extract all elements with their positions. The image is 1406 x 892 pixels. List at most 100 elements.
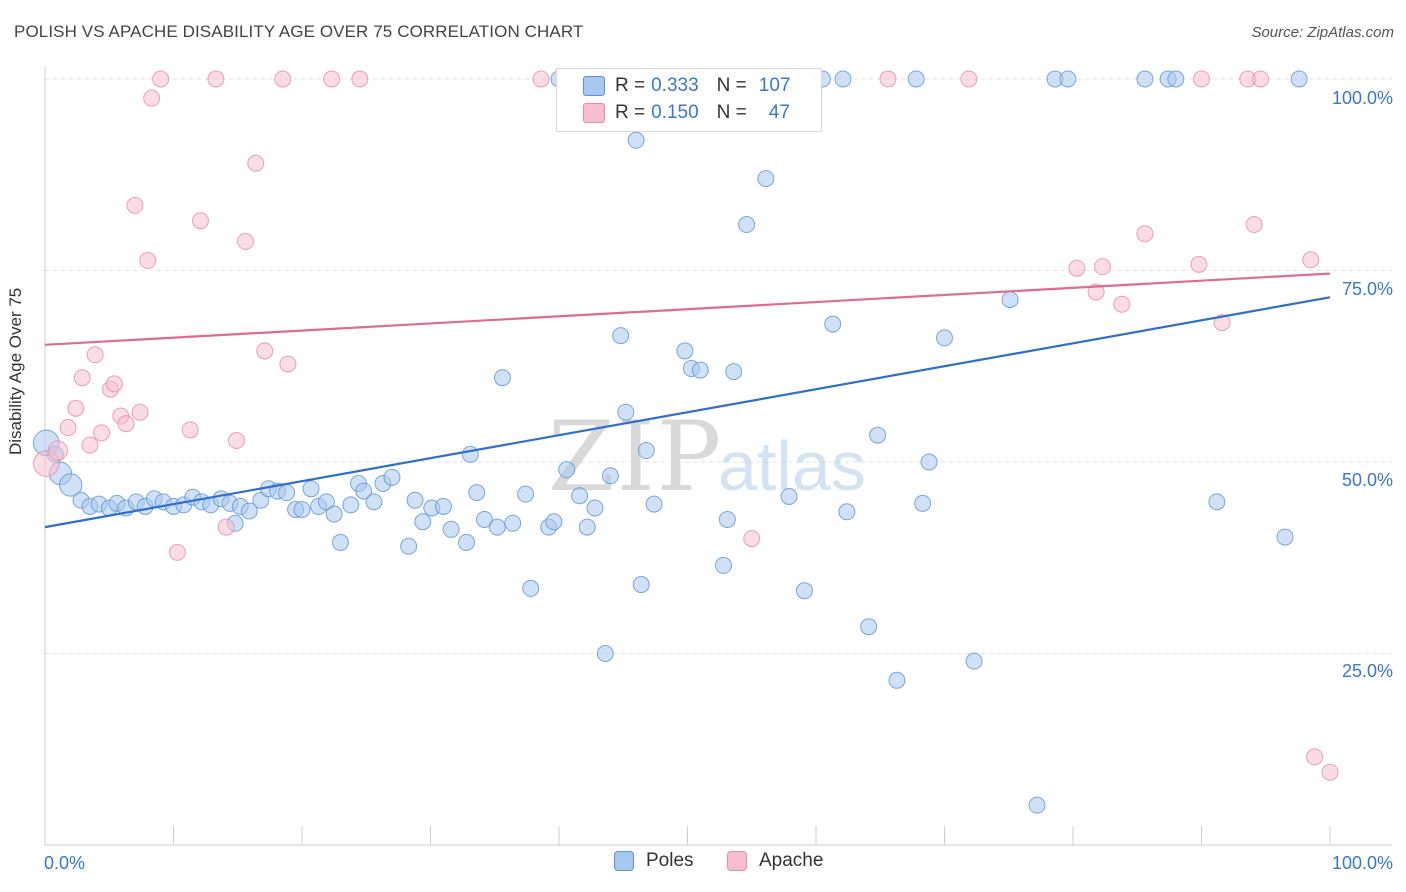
legend-row-apache: R = 0.150 N = 47 xyxy=(583,100,790,126)
apache-point-19 xyxy=(191,212,209,230)
poles-point-55 xyxy=(522,579,540,597)
legend-item-apache-swatch xyxy=(727,851,747,871)
apache-point-36 xyxy=(1087,283,1105,301)
poles-point-66 xyxy=(632,576,650,594)
apache-point-25 xyxy=(256,342,274,360)
poles-point-38 xyxy=(365,493,383,511)
apache-point-24 xyxy=(247,154,265,172)
poles-point-63 xyxy=(601,467,619,485)
poles-point-73 xyxy=(714,556,732,574)
poles-point-47 xyxy=(457,533,475,551)
poles-point-53 xyxy=(504,514,522,532)
legend-poles-n-label: N = xyxy=(716,75,747,96)
apache-point-45 xyxy=(1252,70,1270,88)
poles-point-72 xyxy=(691,361,709,379)
legend-item-apache-label: Apache xyxy=(759,850,824,871)
poles-point-50 xyxy=(475,510,493,528)
apache-point-34 xyxy=(960,70,978,88)
apache-point-5 xyxy=(81,436,99,454)
poles-point-102 xyxy=(834,70,852,88)
apache-point-39 xyxy=(1136,225,1154,243)
y-axis-label: Disability Age Over 75 xyxy=(6,287,25,455)
poles-point-41 xyxy=(400,537,418,555)
apache-point-47 xyxy=(1306,748,1324,766)
poles-point-35 xyxy=(342,496,360,514)
poles-point-29 xyxy=(293,500,311,518)
apache-point-17 xyxy=(168,543,186,561)
apache-point-26 xyxy=(274,70,292,88)
poles-trend-line xyxy=(44,296,1331,529)
poles-point-32 xyxy=(317,493,335,511)
chart-source: Source: ZipAtlas.com xyxy=(1251,24,1394,41)
apache-point-1 xyxy=(47,440,68,461)
poles-point-58 xyxy=(558,461,576,479)
poles-point-54 xyxy=(517,485,535,503)
apache-point-48 xyxy=(1321,763,1339,781)
x-tick-label-0: 0.0% xyxy=(44,853,85,873)
x-tick-label-1: 100.0% xyxy=(1332,853,1393,873)
apache-point-44 xyxy=(1245,216,1263,234)
apache-point-15 xyxy=(143,89,161,107)
poles-point-23 xyxy=(240,502,258,520)
poles-point-61 xyxy=(586,499,604,517)
y-tick-label-2: 50.0% xyxy=(1342,470,1393,490)
apache-point-18 xyxy=(181,421,199,439)
poles-point-86 xyxy=(914,494,932,512)
legend-apache-r-value: 0.150 xyxy=(651,102,699,123)
poles-point-67 xyxy=(627,131,645,149)
apache-point-6 xyxy=(86,346,104,364)
poles-point-46 xyxy=(442,520,460,538)
poles-point-34 xyxy=(332,533,350,551)
apache-point-38 xyxy=(1113,295,1131,313)
legend-apache-n-value: 47 xyxy=(768,102,790,123)
apache-point-3 xyxy=(67,399,85,417)
trend-lines xyxy=(44,272,1331,529)
apache-point-12 xyxy=(126,196,144,214)
apache-trend-line xyxy=(44,272,1331,346)
correlation-legend: R = 0.333 N = 107 R = 0.150 N = 47 xyxy=(556,68,822,132)
apache-points xyxy=(32,70,1339,781)
poles-point-87 xyxy=(920,453,938,471)
apache-point-40 xyxy=(1190,255,1208,273)
apache-point-7 xyxy=(93,424,111,442)
poles-point-64 xyxy=(612,327,630,345)
poles-point-94 xyxy=(1136,70,1154,88)
poles-point-93 xyxy=(1059,70,1077,88)
poles-point-59 xyxy=(571,487,589,505)
legend-poles-n-value: 107 xyxy=(758,75,791,96)
apache-point-37 xyxy=(1094,258,1112,276)
apache-point-21 xyxy=(217,518,235,536)
apache-point-35 xyxy=(1068,259,1086,277)
poles-point-91 xyxy=(1028,796,1046,814)
apache-point-41 xyxy=(1193,70,1210,88)
poles-point-30 xyxy=(302,480,320,498)
poles-point-70 xyxy=(676,342,694,360)
legend-swatch-apache xyxy=(583,103,605,123)
poles-point-88 xyxy=(936,329,953,347)
poles-point-48 xyxy=(461,445,479,463)
poles-point-74 xyxy=(718,510,736,528)
poles-point-60 xyxy=(578,518,596,536)
poles-point-42 xyxy=(406,491,424,509)
poles-point-43 xyxy=(414,513,432,531)
poles-point-68 xyxy=(637,442,655,460)
poles-point-80 xyxy=(795,582,813,600)
poles-point-103 xyxy=(907,70,925,88)
poles-points xyxy=(32,70,1308,814)
series-legend: Poles Apache xyxy=(0,850,1406,880)
poles-point-79 xyxy=(780,487,798,505)
poles-point-65 xyxy=(617,403,635,421)
apache-point-42 xyxy=(1213,314,1231,332)
legend-apache-r-label: R = xyxy=(615,102,646,123)
apache-point-22 xyxy=(227,432,245,450)
watermark: ZIP atlas xyxy=(548,401,866,513)
apache-point-4 xyxy=(73,369,91,387)
poles-point-97 xyxy=(1290,70,1308,88)
apache-point-46 xyxy=(1302,251,1320,269)
poles-point-33 xyxy=(325,505,343,523)
poles-point-89 xyxy=(965,652,983,670)
poles-point-96 xyxy=(1167,70,1185,88)
apache-point-20 xyxy=(207,70,225,88)
apache-point-14 xyxy=(139,252,157,270)
